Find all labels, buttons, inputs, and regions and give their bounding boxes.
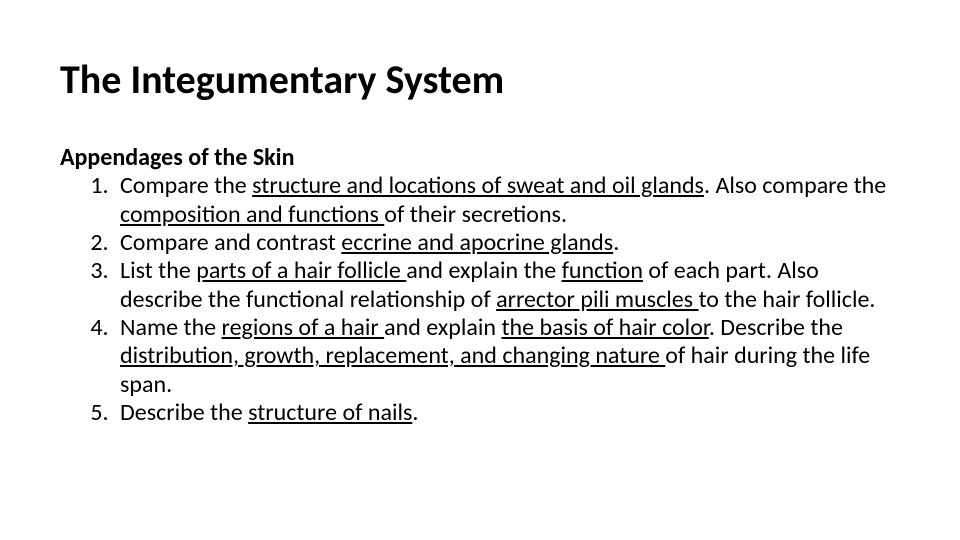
text-run: to the hair follicle. — [698, 285, 875, 314]
list-item: Describe the structure of nails. — [114, 399, 900, 427]
text-run: Describe the — [120, 398, 248, 427]
text-run: List the — [120, 256, 196, 285]
underlined-text: function — [562, 256, 643, 285]
underlined-text: composition and functions — [120, 200, 384, 229]
text-run: Compare the — [120, 171, 252, 200]
underlined-text: regions of a hair — [222, 313, 385, 342]
list-item: Compare and contrast eccrine and apocrin… — [114, 229, 900, 257]
slide-title: The Integumentary System — [60, 58, 900, 102]
underlined-text: the basis of hair color — [501, 313, 708, 342]
slide: The Integumentary System Appendages of t… — [0, 0, 960, 540]
underlined-text: arrector pili muscles — [496, 285, 698, 314]
text-run: of their secretions. — [384, 200, 567, 229]
text-run: and explain — [384, 313, 501, 342]
text-run: . — [412, 398, 418, 427]
list-item: List the parts of a hair follicle and ex… — [114, 257, 900, 314]
text-run: and explain the — [406, 256, 561, 285]
underlined-text: parts of a hair follicle — [196, 256, 406, 285]
list-item: Name the regions of a hair and explain t… — [114, 314, 900, 399]
text-run: Compare and contrast — [120, 228, 341, 257]
text-run: Name the — [120, 313, 222, 342]
underlined-text: structure and locations of sweat and oil… — [252, 171, 704, 200]
question-list: Compare the structure and locations of s… — [60, 172, 900, 427]
text-run: . Describe the — [709, 313, 843, 342]
text-run: . Also compare the — [704, 171, 886, 200]
text-run: . — [613, 228, 619, 257]
underlined-text: structure of nails — [248, 398, 412, 427]
underlined-text: distribution, growth, replacement, and c… — [120, 341, 665, 370]
section-subhead: Appendages of the Skin — [60, 144, 900, 172]
underlined-text: eccrine and apocrine glands — [341, 228, 613, 257]
list-item: Compare the structure and locations of s… — [114, 172, 900, 229]
